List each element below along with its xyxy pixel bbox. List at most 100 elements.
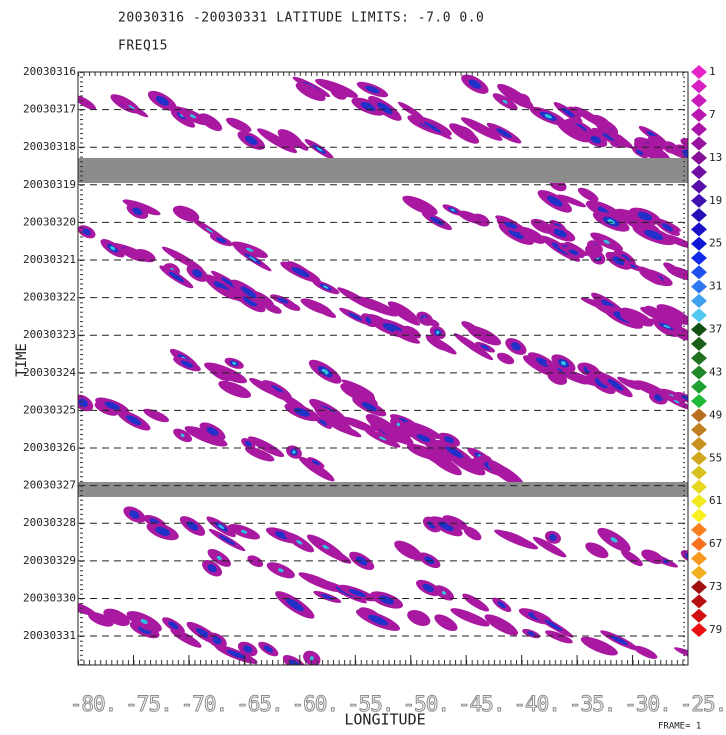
contour-peak bbox=[321, 369, 329, 375]
contour-core bbox=[661, 223, 674, 232]
contour-core bbox=[377, 102, 393, 115]
colorbar-label: 7 bbox=[709, 108, 716, 121]
colorbar-label: 55 bbox=[709, 451, 722, 464]
x-tick-label: -50. bbox=[402, 692, 449, 716]
contour-blob bbox=[557, 194, 587, 208]
contour-core bbox=[549, 533, 557, 541]
colorbar-swatch bbox=[691, 437, 707, 451]
contour-blob bbox=[556, 119, 591, 143]
contour-core bbox=[508, 228, 525, 240]
colorbar-label: 67 bbox=[709, 537, 722, 550]
contour-core bbox=[637, 211, 653, 221]
contour-blob bbox=[298, 456, 335, 482]
contour-core bbox=[355, 556, 368, 566]
contour-core bbox=[244, 440, 252, 447]
contour-core bbox=[360, 102, 376, 112]
contour-core bbox=[312, 459, 320, 466]
contour-core bbox=[368, 614, 388, 626]
contour-blob bbox=[184, 426, 228, 447]
minor-ticks bbox=[78, 72, 688, 78]
minor-ticks bbox=[78, 72, 83, 665]
contour-blob bbox=[170, 628, 202, 648]
contour-core bbox=[379, 595, 394, 605]
colorbar-swatch bbox=[691, 293, 707, 308]
x-tick-label: -35. bbox=[569, 692, 616, 716]
colorbar-swatch bbox=[691, 594, 707, 609]
contour-core bbox=[216, 237, 227, 244]
y-tick-label: 20030329 bbox=[23, 554, 76, 567]
contour-blob bbox=[633, 141, 671, 162]
contour-peak bbox=[189, 114, 197, 119]
contour-core bbox=[468, 79, 482, 89]
contour-blob bbox=[375, 420, 414, 446]
contour-blob bbox=[591, 114, 612, 131]
colorbar-swatch bbox=[691, 365, 707, 380]
contour-core bbox=[430, 216, 444, 226]
contour-blob bbox=[264, 303, 282, 314]
colorbar-swatch bbox=[691, 537, 707, 552]
contour-core bbox=[155, 526, 170, 536]
colorbar-label: 37 bbox=[709, 323, 722, 336]
contour-core bbox=[497, 601, 507, 609]
contour-core bbox=[168, 271, 185, 283]
contour-core bbox=[423, 121, 442, 133]
contour-core bbox=[568, 249, 579, 256]
contour-core bbox=[438, 521, 454, 532]
colorbar-label: 13 bbox=[709, 151, 722, 164]
contour-core bbox=[263, 645, 273, 653]
colorbar-swatch bbox=[691, 93, 707, 108]
x-tick-label: -60. bbox=[292, 692, 339, 716]
colorbar-swatch bbox=[691, 251, 707, 265]
contour-blob bbox=[397, 101, 424, 120]
y-tick-label: 20030326 bbox=[23, 441, 76, 454]
contour-blob bbox=[404, 421, 442, 439]
chart-title: 20030316 -20030331 LATITUDE LIMITS: -7.0… bbox=[118, 11, 484, 26]
contour-peak bbox=[323, 285, 329, 289]
contour-core bbox=[547, 195, 563, 207]
colorbar-label: 43 bbox=[709, 365, 722, 378]
missing-data-band bbox=[78, 482, 688, 497]
contour-peak bbox=[396, 422, 401, 427]
contour-core bbox=[594, 377, 608, 389]
contour-peak bbox=[240, 529, 248, 534]
y-tick-label: 20030317 bbox=[23, 103, 76, 116]
y-tick-label: 20030328 bbox=[23, 516, 76, 529]
x-tick-label: -55. bbox=[347, 692, 394, 716]
colorbar-swatch bbox=[691, 608, 707, 623]
contour-blob bbox=[518, 226, 546, 244]
contour-blob bbox=[330, 421, 362, 438]
contour-blob bbox=[424, 448, 452, 466]
contour-peak bbox=[277, 568, 284, 573]
minor-ticks bbox=[683, 72, 688, 665]
contour-core bbox=[168, 621, 179, 630]
colorbar-swatch bbox=[691, 208, 707, 223]
contour-core bbox=[180, 360, 194, 368]
colorbar-swatch bbox=[691, 236, 707, 251]
contour-blob bbox=[244, 446, 275, 462]
colorbar-swatch bbox=[691, 336, 707, 351]
contour-peak bbox=[603, 239, 610, 245]
chart-subtitle: FREQ15 bbox=[118, 39, 168, 54]
contour-blob bbox=[484, 614, 519, 636]
contour-blob bbox=[394, 540, 423, 561]
contour-blob bbox=[496, 352, 515, 365]
colorbar-swatch bbox=[691, 623, 707, 637]
contour-blob bbox=[218, 380, 252, 399]
contour-core bbox=[361, 402, 377, 412]
contour-blob bbox=[393, 330, 421, 344]
contour-blob bbox=[580, 636, 618, 656]
contour-core bbox=[590, 135, 601, 144]
contour-blob bbox=[638, 266, 664, 286]
contour-peak bbox=[663, 324, 671, 329]
colorbar-swatch bbox=[691, 107, 707, 122]
contour-peak bbox=[560, 361, 566, 366]
contour-core bbox=[612, 256, 625, 266]
y-tick-label: 20030323 bbox=[23, 328, 76, 341]
colorbar-label: 79 bbox=[709, 623, 722, 636]
contour-peak bbox=[218, 524, 225, 530]
contour-core bbox=[244, 135, 258, 145]
contour-core bbox=[602, 133, 616, 141]
contour-core bbox=[348, 589, 366, 598]
colorbar-swatch bbox=[691, 193, 707, 208]
